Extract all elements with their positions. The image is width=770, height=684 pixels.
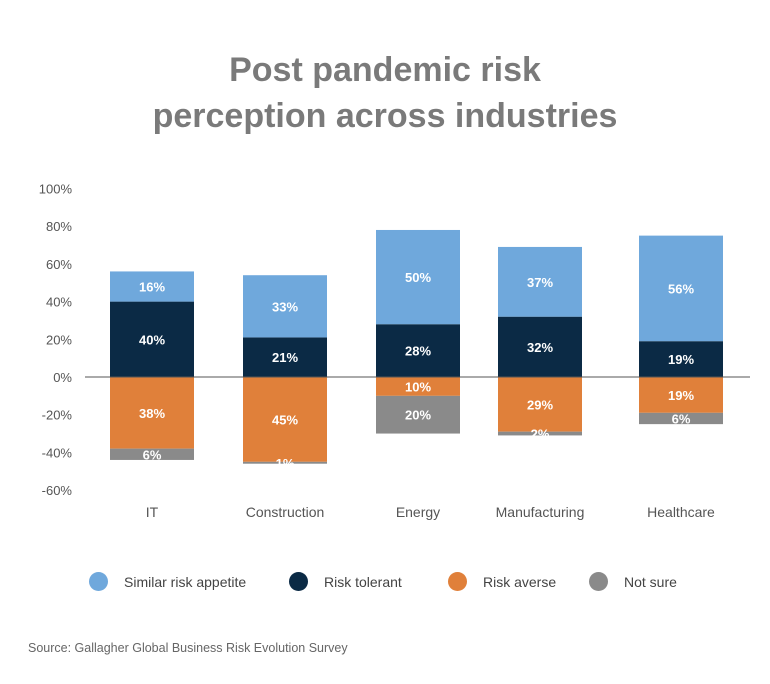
bar-tolerant xyxy=(376,324,460,377)
data-label: 38% xyxy=(139,406,165,421)
bar-averse xyxy=(243,377,327,462)
data-label: 50% xyxy=(405,270,431,285)
data-label: 33% xyxy=(272,299,298,314)
bar-not_sure xyxy=(376,395,460,434)
data-label: 29% xyxy=(527,397,553,412)
source-note: Source: Gallagher Global Business Risk E… xyxy=(28,641,348,655)
data-label: 19% xyxy=(668,388,694,403)
data-label: 6% xyxy=(672,411,691,426)
bar-similar xyxy=(639,235,723,342)
data-label: 21% xyxy=(272,350,298,365)
legend-item-tolerant: Risk tolerant xyxy=(289,572,402,591)
x-category-label: IT xyxy=(146,504,159,520)
bar-averse xyxy=(376,377,460,396)
legend-label: Not sure xyxy=(624,573,677,590)
y-tick-label: 20% xyxy=(46,332,72,347)
legend-label: Similar risk appetite xyxy=(124,573,247,590)
chart-title-line-2: perception across industries xyxy=(152,97,618,135)
bar-tolerant xyxy=(110,301,194,377)
data-label: 16% xyxy=(139,280,165,295)
data-label: 40% xyxy=(139,332,165,347)
bar-similar xyxy=(243,275,327,338)
bar-not_sure xyxy=(498,431,582,436)
y-tick-label: 60% xyxy=(46,257,72,272)
y-tick-label: 40% xyxy=(46,295,72,310)
data-label: 28% xyxy=(405,344,431,359)
legend-label: Risk averse xyxy=(483,573,557,590)
bar-similar xyxy=(498,246,582,317)
y-tick-label: -40% xyxy=(42,445,73,460)
bar-averse xyxy=(498,377,582,432)
chart-title-line-1: Post pandemic risk xyxy=(229,51,541,89)
bar-similar xyxy=(110,271,194,302)
x-category-label: Construction xyxy=(246,504,325,520)
data-label: 56% xyxy=(668,281,694,296)
y-tick-label: 80% xyxy=(46,219,72,234)
data-label: 20% xyxy=(405,408,431,423)
bar-similar xyxy=(376,229,460,325)
data-label: 45% xyxy=(272,412,298,427)
bar-not_sure xyxy=(110,448,194,460)
data-label: 10% xyxy=(405,379,431,394)
bar-tolerant xyxy=(639,341,723,377)
legend-item-averse: Risk averse xyxy=(448,572,556,591)
data-label: 19% xyxy=(668,352,694,367)
bar-not_sure xyxy=(639,412,723,425)
chart-plot: 100% 80% 60% 40% 20% 0% -20% -40% -60% 40% 16% 38% 6… xyxy=(39,182,750,520)
data-label: 37% xyxy=(527,275,553,290)
data-label: 32% xyxy=(527,340,553,355)
x-category-label: Healthcare xyxy=(647,504,715,520)
legend-item-similar: Similar risk appetite xyxy=(89,572,246,591)
bar-tolerant xyxy=(498,316,582,377)
bar-not_sure xyxy=(243,461,327,464)
legend-swatch-icon xyxy=(289,572,308,591)
y-tick-label: 100% xyxy=(39,182,73,197)
legend-swatch-icon xyxy=(448,572,467,591)
bar-tolerant xyxy=(243,337,327,377)
x-category-label: Manufacturing xyxy=(496,504,585,520)
bar-averse xyxy=(110,377,194,449)
y-tick-label: -20% xyxy=(42,408,73,423)
chart-legend: Similar risk appetite Risk tolerant Risk a… xyxy=(0,572,770,600)
bar-averse xyxy=(639,377,723,413)
legend-swatch-icon xyxy=(89,572,108,591)
data-label: 2% xyxy=(531,427,550,442)
y-tick-label: -60% xyxy=(42,483,73,498)
y-tick-label: 0% xyxy=(53,370,72,385)
data-label: 6% xyxy=(143,447,162,462)
x-category-label: Energy xyxy=(396,504,440,520)
legend-label: Risk tolerant xyxy=(324,573,402,590)
data-label: 1% xyxy=(276,456,295,471)
legend-swatch-icon xyxy=(589,572,608,591)
legend-item-not_sure: Not sure xyxy=(589,572,677,591)
